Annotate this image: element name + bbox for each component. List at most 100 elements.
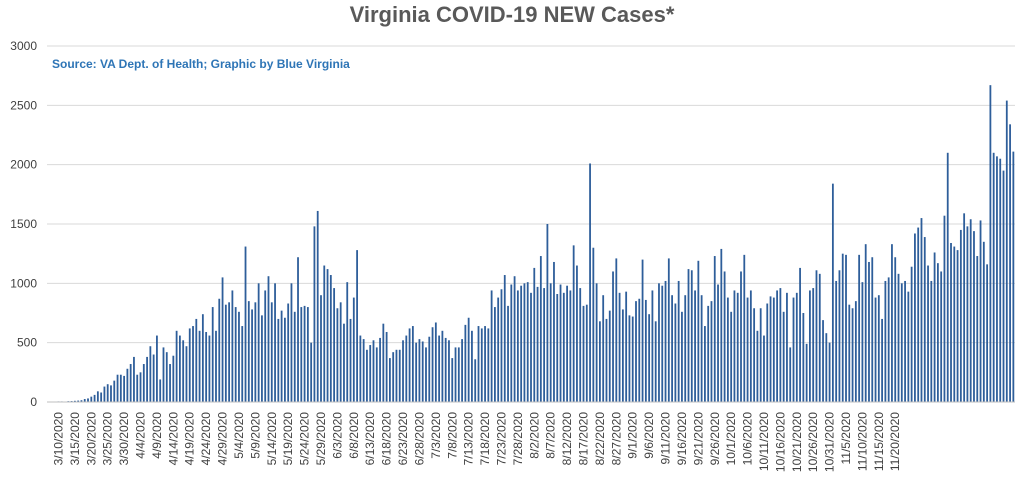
x-tick-label: 5/29/2020 <box>314 412 328 466</box>
bar <box>638 298 641 402</box>
y-tick-label: 500 <box>17 336 37 350</box>
bar <box>215 330 217 402</box>
bar <box>228 302 231 402</box>
bar <box>405 335 408 402</box>
bar <box>605 318 608 402</box>
bar <box>848 304 851 402</box>
bar <box>218 298 221 402</box>
bar <box>891 244 893 402</box>
bar <box>224 304 227 402</box>
bar <box>516 290 519 402</box>
bar <box>710 301 713 402</box>
bar <box>681 311 683 402</box>
x-tick-label: 7/3/2020 <box>429 412 443 459</box>
bar <box>142 364 145 402</box>
bar <box>851 308 854 402</box>
bar <box>717 284 719 402</box>
bar <box>241 326 244 402</box>
bar <box>356 250 358 402</box>
bar <box>766 303 769 402</box>
y-tick-label: 1000 <box>10 276 37 290</box>
bar <box>533 267 536 402</box>
bar <box>139 372 142 402</box>
bar <box>618 292 621 402</box>
bar <box>494 307 496 402</box>
bar <box>90 396 93 402</box>
x-tick-label: 11/10/2020 <box>855 412 869 471</box>
bar <box>569 290 572 402</box>
bar <box>408 328 411 402</box>
bar <box>87 398 89 402</box>
bar <box>585 304 588 402</box>
bar <box>746 297 749 402</box>
y-tick-label: 1500 <box>10 217 37 231</box>
bar <box>749 290 752 402</box>
bar <box>553 261 555 402</box>
bar <box>152 354 155 402</box>
bar <box>963 213 966 402</box>
bar <box>828 342 831 402</box>
bar <box>920 218 923 402</box>
x-tick-label: 6/23/2020 <box>396 412 410 466</box>
bar <box>192 326 194 402</box>
x-tick-label: 8/12/2020 <box>560 412 574 466</box>
bar <box>73 400 76 402</box>
bar <box>559 284 562 402</box>
bar <box>487 328 490 402</box>
bar <box>822 320 824 402</box>
bar <box>156 335 158 402</box>
bar <box>359 335 362 402</box>
x-tick-label: 5/9/2020 <box>248 412 262 459</box>
x-tick-label: 6/13/2020 <box>363 412 377 466</box>
x-tick-label: 11/5/2020 <box>839 412 853 465</box>
bar <box>943 215 946 402</box>
bar <box>556 294 559 402</box>
bar <box>992 152 995 402</box>
bar <box>316 210 319 402</box>
x-tick-label: 3/30/2020 <box>117 412 131 466</box>
x-tick-label: 11/15/2020 <box>872 412 886 471</box>
bar <box>362 339 365 402</box>
bar <box>398 349 401 402</box>
bar <box>874 297 877 402</box>
bar <box>969 219 972 402</box>
bar <box>280 310 283 402</box>
bar <box>854 301 857 402</box>
bar <box>759 308 762 402</box>
bar <box>172 355 175 402</box>
bar <box>513 276 516 402</box>
x-tick-label: 9/11/2020 <box>659 412 673 465</box>
bar <box>996 156 998 402</box>
bar <box>914 233 916 402</box>
bar <box>694 290 696 402</box>
bar <box>641 259 644 402</box>
bar <box>251 309 253 402</box>
bar <box>546 224 549 402</box>
bar <box>129 364 132 402</box>
bar <box>923 237 926 402</box>
bar <box>539 256 542 402</box>
bar <box>93 394 96 402</box>
bar <box>77 400 80 402</box>
bar <box>894 257 897 402</box>
x-tick-label: 6/8/2020 <box>347 412 361 459</box>
bar <box>480 328 483 402</box>
x-tick-label: 8/17/2020 <box>577 412 591 466</box>
x-tick-label: 10/1/2020 <box>724 412 738 466</box>
bar <box>195 318 198 402</box>
bar <box>444 337 447 402</box>
bar <box>864 244 867 402</box>
bar <box>490 290 493 402</box>
bar <box>989 85 992 402</box>
bar <box>343 323 345 402</box>
bar <box>323 265 326 402</box>
x-tick-label: 8/2/2020 <box>527 412 541 459</box>
bar <box>162 347 165 402</box>
bar <box>845 254 847 402</box>
bar <box>769 296 772 402</box>
bar <box>100 392 103 402</box>
bar <box>612 271 614 402</box>
bar <box>723 271 726 402</box>
bar <box>451 358 454 402</box>
x-axis-ticks: 3/10/2020 3/15/2020 3/20/2020 3/25/2020 3/30… <box>51 412 902 472</box>
